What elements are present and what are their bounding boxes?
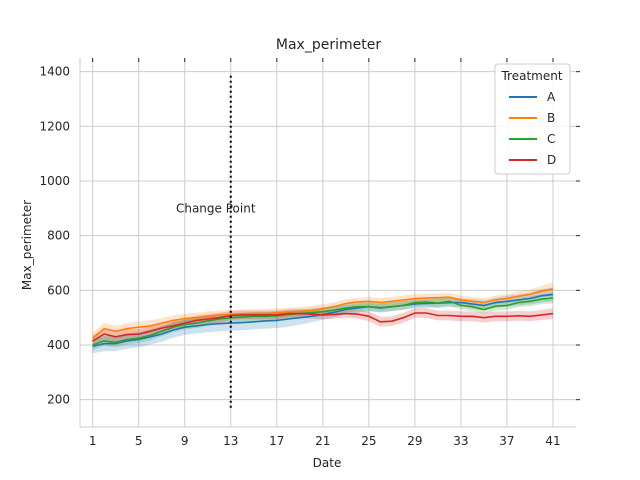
- x-tick-label: 33: [453, 434, 468, 448]
- x-axis-label: Date: [313, 456, 342, 470]
- x-tick-label: 13: [223, 434, 238, 448]
- y-tick-label: 1200: [39, 119, 70, 133]
- series-lines: [92, 288, 554, 348]
- chart-title: Max_perimeter: [276, 37, 381, 53]
- legend-label-B: B: [547, 111, 555, 125]
- x-tick-labels: 1 5 9 13 17 21 25 29 33 37 41: [89, 434, 561, 448]
- series-line-D: [92, 312, 554, 342]
- y-axis-label: Max_perimeter: [20, 200, 34, 290]
- x-tick-label: 41: [545, 434, 560, 448]
- y-tick-label: 1000: [39, 174, 70, 188]
- x-tick-label: 5: [135, 434, 143, 448]
- axes-spines: [79, 58, 580, 428]
- change-point-annotation: Change Point: [176, 75, 256, 411]
- change-point-label: Change Point: [176, 201, 256, 215]
- x-tick-label: 37: [499, 434, 514, 448]
- y-tick-label: 800: [47, 229, 70, 243]
- legend-label-C: C: [547, 132, 555, 146]
- y-tick-label: 600: [47, 283, 70, 297]
- x-tick-label: 9: [181, 434, 189, 448]
- y-tick-label: 200: [47, 393, 70, 407]
- y-tick-labels: 200 400 600 800 1000 1200 1400: [39, 65, 70, 407]
- y-tick-label: 1400: [39, 65, 70, 79]
- ci-band-C: [92, 292, 553, 350]
- series-line-C: [92, 297, 554, 346]
- x-tick-label: 25: [361, 434, 376, 448]
- legend-label-A: A: [547, 90, 556, 104]
- legend-title: Treatment: [500, 69, 562, 83]
- x-tick-label: 1: [89, 434, 97, 448]
- ci-band-D: [92, 308, 553, 347]
- x-tick-label: 17: [269, 434, 284, 448]
- x-tick-label: 29: [407, 434, 422, 448]
- legend-label-D: D: [547, 153, 556, 167]
- y-tick-label: 400: [47, 338, 70, 352]
- series-line-B: [92, 288, 554, 339]
- x-tick-label: 21: [315, 434, 330, 448]
